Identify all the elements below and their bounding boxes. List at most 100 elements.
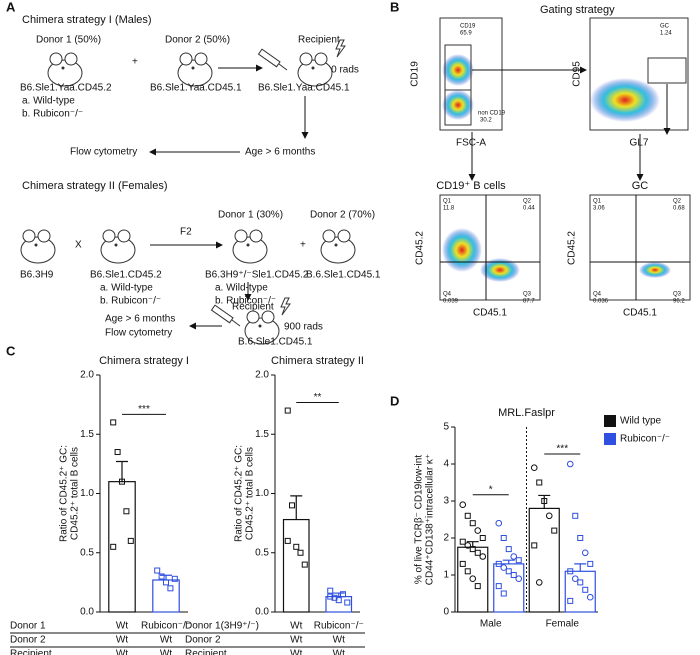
panel-label: B	[390, 0, 399, 14]
data-point	[344, 599, 351, 606]
chart-title: MRL.Faslpr	[498, 407, 555, 419]
y-tick-label: 1	[443, 570, 449, 581]
label: Flow cytometry	[70, 147, 137, 158]
data-point	[541, 498, 548, 504]
data-point	[530, 464, 538, 472]
axis-label: CD45.1	[473, 308, 507, 319]
bar	[108, 481, 136, 613]
label: b. Rubicon⁻/⁻	[22, 109, 83, 120]
data-point	[301, 561, 308, 568]
data-point	[119, 478, 125, 485]
quadrant-label: Q3	[523, 292, 532, 298]
label: Flow cytometry	[105, 328, 172, 339]
data-point	[495, 583, 502, 590]
data-point	[469, 546, 476, 553]
data-point	[474, 527, 482, 534]
panel-label: A	[6, 0, 16, 14]
row-label: Recipient	[10, 649, 52, 655]
quadrant-label: Q1	[443, 199, 452, 205]
label: B6.Sle1.Yaa.CD45.1	[258, 83, 350, 94]
label: F2	[180, 227, 192, 238]
data-point	[469, 520, 476, 527]
data-point	[110, 419, 117, 426]
data-point	[531, 542, 538, 549]
heading: Chimera strategy I (Males)	[22, 14, 152, 26]
row-label: Recipient	[185, 649, 227, 655]
data-point	[577, 579, 584, 586]
data-point	[114, 449, 121, 456]
label: Donor 2 (70%)	[310, 210, 375, 221]
gate-value: 1.24	[660, 31, 672, 37]
y-tick-label: 1.0	[80, 488, 94, 499]
data-point	[587, 560, 594, 567]
data-point	[459, 560, 466, 567]
x-tick-label: Wt	[290, 621, 302, 632]
gate-label: GC	[660, 24, 670, 30]
data-point	[510, 572, 517, 578]
y-tick-label: 2.0	[80, 370, 94, 381]
bar	[564, 570, 596, 613]
quadrant-label: Q2	[673, 199, 682, 205]
data-point	[297, 549, 304, 556]
label: a. Wild-type	[215, 283, 268, 294]
y-tick-label: 0	[443, 607, 449, 618]
significance: **	[314, 392, 322, 403]
quadrant-label: Q2	[523, 199, 532, 205]
y-tick-label: 0.0	[255, 607, 269, 618]
legend-swatch	[604, 415, 616, 427]
gate-label: non CD19	[478, 111, 506, 117]
gate-value: 30.2	[480, 118, 492, 124]
row-label: Donor 1(3H9⁺/⁻)	[185, 621, 259, 632]
data-point	[577, 535, 584, 541]
x-tick-label: Rubicon⁻/⁻	[314, 621, 364, 632]
label: B.6.Sle1.CD45.1	[306, 270, 381, 281]
y-axis-label: Ratio of CD45.2⁺ GC:	[59, 445, 70, 542]
data-point	[551, 527, 558, 534]
label: B6.Sle1.Yaa.CD45.1	[150, 83, 242, 94]
chart-title: Chimera strategy II	[271, 355, 364, 367]
data-point	[127, 537, 134, 544]
label: B6.Sle1.Yaa.CD45.2	[20, 83, 112, 94]
bar	[528, 507, 560, 613]
data-point	[495, 560, 502, 567]
label: X	[75, 240, 82, 251]
panel-label: C	[6, 343, 16, 358]
data-point	[505, 568, 512, 575]
x-tick-label: Wt	[116, 621, 128, 632]
y-axis-label: CD45.2⁺ total B cells	[245, 447, 256, 540]
x-tick-label: Rubicon⁻/⁻	[141, 621, 191, 632]
data-point	[510, 553, 518, 560]
quadrant-value: 3.06	[593, 206, 605, 212]
significance: ***	[556, 444, 568, 455]
data-point	[535, 579, 543, 586]
label: Donor 1 (50%)	[36, 35, 101, 46]
quadrant-value: 87.7	[523, 299, 535, 305]
axis-label: GL7	[630, 138, 649, 149]
data-point	[464, 512, 471, 519]
error-bar	[290, 495, 303, 520]
axis-label: CD45.2	[567, 231, 578, 265]
heading: Gating strategy	[540, 4, 615, 16]
significance: ***	[138, 404, 150, 415]
y-tick-label: 2.0	[255, 370, 269, 381]
y-tick-label: 2	[443, 533, 449, 544]
significance: *	[489, 484, 493, 495]
data-point	[474, 583, 481, 590]
label: B6.3H9	[20, 270, 54, 281]
data-point	[474, 549, 481, 556]
label: b. Rubicon⁻/⁻	[100, 296, 161, 307]
data-point	[479, 535, 486, 541]
data-point	[171, 575, 178, 582]
quadrant-label: Q1	[593, 199, 602, 205]
y-axis-label: CD44⁺CD138⁺intracellular κ⁺	[425, 454, 436, 585]
table-cell: Wt	[160, 649, 172, 655]
plot-title: CD19⁺ B cells	[436, 180, 506, 192]
data-point	[495, 519, 503, 527]
label: Donor 1 (30%)	[218, 210, 283, 221]
bar	[493, 563, 525, 613]
quadrant-label: Q4	[593, 292, 602, 298]
error-bar	[502, 559, 515, 564]
panel-b: B Gating strategy CD19 65.9 non CD19 30.…	[390, 0, 691, 319]
y-tick-label: 0.5	[80, 547, 94, 558]
